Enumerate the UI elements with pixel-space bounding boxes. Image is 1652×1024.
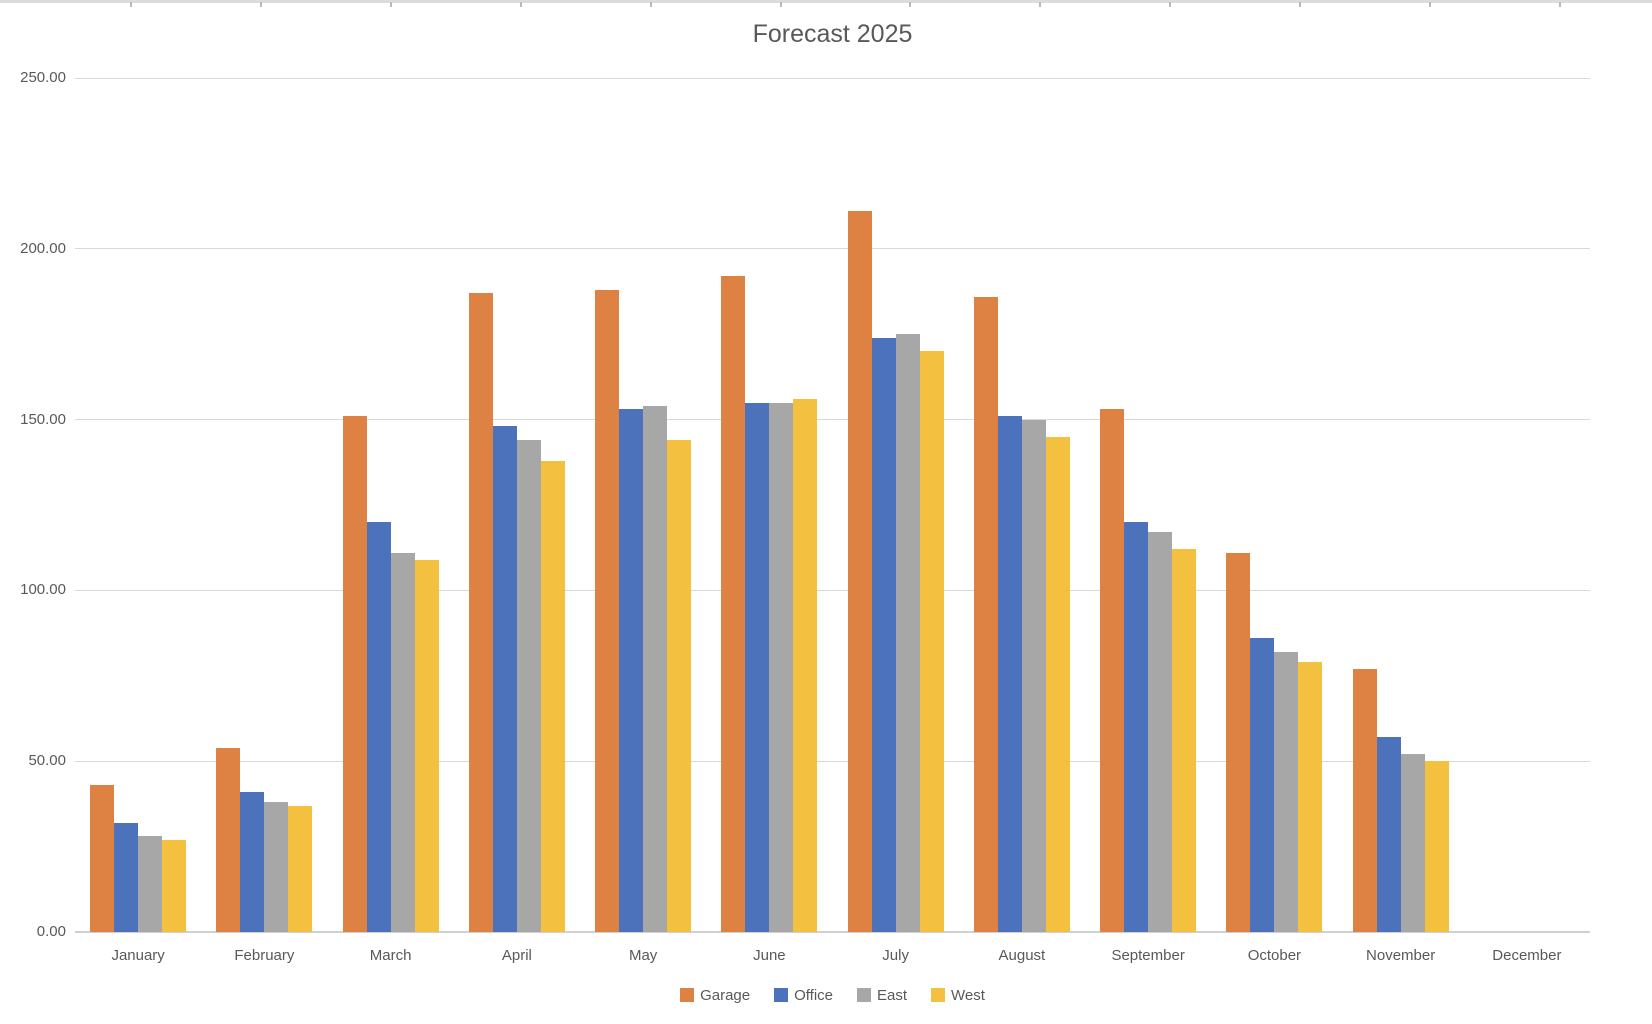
bar-garage-june[interactable] — [721, 276, 746, 932]
column-boundary-tick — [1299, 2, 1302, 7]
x-axis-tick-label-january: January — [111, 947, 165, 964]
bar-garage-march[interactable] — [342, 416, 367, 932]
column-boundary-tick — [259, 2, 262, 7]
bar-east-april[interactable] — [516, 440, 541, 932]
legend-label: Office — [794, 986, 834, 1004]
bar-office-march[interactable] — [366, 522, 391, 932]
bar-east-october[interactable] — [1274, 651, 1299, 932]
column-boundary-tick — [909, 2, 912, 7]
bar-office-may[interactable] — [619, 409, 644, 932]
legend-swatch-icon — [857, 988, 872, 1002]
legend-item-west[interactable]: West — [931, 987, 985, 1004]
bar-west-august[interactable] — [1045, 436, 1070, 932]
chart-title: Forecast 2025 — [752, 20, 913, 48]
x-axis-tick-label-october: October — [1247, 947, 1302, 964]
x-axis-tick-label-july: July — [882, 947, 909, 964]
y-axis-tick-label: 100.00 — [20, 581, 66, 599]
column-boundary-tick — [1169, 2, 1172, 7]
bar-office-september[interactable] — [1124, 522, 1149, 932]
x-axis-tick-label-february: February — [234, 947, 295, 964]
bar-east-february[interactable] — [264, 802, 289, 932]
bar-office-august[interactable] — [997, 416, 1022, 932]
bar-east-august[interactable] — [1021, 419, 1046, 932]
bar-east-march[interactable] — [390, 552, 415, 932]
legend-item-garage[interactable]: Garage — [680, 987, 750, 1004]
x-axis-tick-label-august: August — [998, 947, 1046, 964]
gridline — [75, 77, 1590, 79]
bar-office-june[interactable] — [745, 402, 770, 932]
bar-east-june[interactable] — [769, 402, 794, 932]
y-axis-tick-label: 50.00 — [28, 752, 66, 770]
legend-swatch-icon — [774, 988, 789, 1002]
bar-office-february[interactable] — [240, 791, 265, 932]
column-boundary-tick — [1429, 2, 1431, 7]
bar-east-may[interactable] — [643, 405, 668, 932]
bar-garage-may[interactable] — [595, 289, 620, 932]
bar-east-july[interactable] — [895, 334, 920, 932]
gridline — [75, 419, 1590, 421]
bar-west-september[interactable] — [1172, 549, 1197, 932]
spreadsheet-top-border — [0, 0, 1652, 7]
gridline — [75, 248, 1590, 250]
plot-area — [75, 77, 1590, 933]
legend-swatch-icon — [931, 988, 946, 1002]
y-axis-tick-label: 250.00 — [20, 69, 66, 86]
bar-west-november[interactable] — [1424, 761, 1449, 932]
bar-west-january[interactable] — [162, 839, 187, 932]
x-axis-line — [75, 931, 1590, 933]
gridline — [75, 589, 1590, 591]
bar-west-april[interactable] — [540, 460, 565, 932]
bar-office-july[interactable] — [871, 337, 896, 932]
legend-label: West — [951, 986, 985, 1004]
bar-garage-august[interactable] — [973, 296, 998, 932]
column-boundary-tick — [519, 2, 522, 7]
legend-item-east[interactable]: East — [857, 987, 907, 1004]
column-boundary-tick — [779, 2, 782, 7]
bar-east-september[interactable] — [1148, 532, 1173, 932]
legend-label: East — [877, 986, 908, 1004]
legend-item-office[interactable]: Office — [774, 987, 833, 1004]
x-axis-tick-label-december: December — [1492, 947, 1562, 964]
x-axis-tick-label-march: March — [369, 947, 412, 964]
bar-garage-october[interactable] — [1226, 552, 1251, 932]
column-boundary-tick — [130, 2, 132, 7]
x-axis-tick-label-june: June — [753, 947, 786, 964]
bar-office-november[interactable] — [1376, 737, 1401, 932]
bar-office-april[interactable] — [492, 426, 517, 932]
x-axis-tick-label-april: April — [501, 947, 532, 964]
column-boundary-tick — [1039, 2, 1042, 7]
legend-swatch-icon — [680, 988, 695, 1002]
bar-east-january[interactable] — [138, 836, 163, 932]
bar-garage-february[interactable] — [216, 747, 241, 932]
chart-legend: Garage Office East West — [75, 985, 1590, 1005]
gridline — [75, 760, 1590, 762]
column-boundary-tick — [389, 2, 392, 7]
bar-west-march[interactable] — [414, 559, 439, 932]
x-axis-tick-label-november: November — [1366, 947, 1436, 964]
column-boundary-tick — [1558, 2, 1561, 7]
x-axis-tick-label-september: September — [1111, 947, 1185, 964]
bar-garage-january[interactable] — [90, 785, 115, 932]
bar-garage-september[interactable] — [1100, 409, 1125, 932]
column-boundary-tick — [649, 2, 652, 7]
bar-west-july[interactable] — [919, 351, 944, 932]
bar-west-february[interactable] — [288, 805, 313, 932]
bar-west-october[interactable] — [1298, 662, 1323, 932]
y-axis-tick-label: 150.00 — [20, 410, 66, 428]
bar-office-october[interactable] — [1250, 638, 1275, 932]
y-axis-tick-label: 200.00 — [20, 239, 66, 257]
bar-west-may[interactable] — [667, 440, 692, 932]
legend-label: Garage — [700, 986, 751, 1004]
bar-garage-april[interactable] — [468, 293, 493, 932]
bar-east-november[interactable] — [1400, 754, 1425, 932]
bar-office-january[interactable] — [114, 822, 139, 932]
x-axis-tick-label-may: May — [628, 947, 658, 964]
y-axis-tick-label: 0.00 — [36, 923, 66, 940]
bar-garage-november[interactable] — [1352, 668, 1377, 932]
bar-garage-july[interactable] — [847, 211, 872, 932]
bar-west-june[interactable] — [793, 399, 818, 932]
